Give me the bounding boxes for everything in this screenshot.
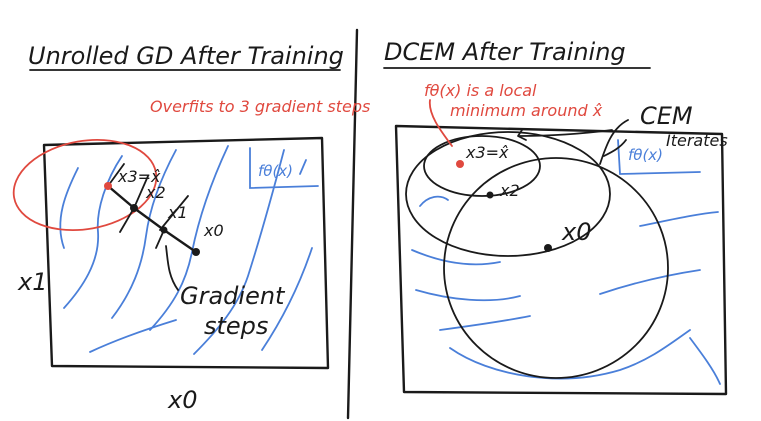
- cem-label-line1: CEM: [640, 102, 693, 130]
- right-func-label: fθ(x): [628, 146, 663, 164]
- cem-ellipse-mid: [405, 131, 611, 257]
- left-plot-frame: [42, 136, 330, 370]
- left-panel: Unrolled GD After Training fθ(x) Overfit…: [12, 42, 370, 414]
- dcem-point-x3: [456, 160, 464, 168]
- left-func-box: [249, 147, 319, 189]
- point-x0: [192, 248, 200, 256]
- cem-ellipse-outer: [443, 157, 669, 379]
- right-title: DCEM After Training: [384, 38, 626, 66]
- axis-x0-label: x0: [167, 386, 197, 414]
- gradient-pointer: [165, 245, 179, 291]
- cem-pointers: [517, 119, 629, 165]
- point-x1: [160, 226, 168, 234]
- local-min-pointer: [428, 99, 453, 147]
- right-plot-frame: [394, 124, 728, 396]
- overfit-ellipse: [12, 139, 158, 231]
- local-min-annotation-line1: fθ(x) is a local: [424, 81, 537, 100]
- right-func-box: [617, 139, 701, 175]
- label-x0: x0: [203, 221, 224, 240]
- cem-label-line2: Iterates: [666, 131, 728, 150]
- point-x3: [104, 182, 112, 190]
- dcem-label-x2: x2: [499, 181, 520, 200]
- gd-trajectory: [104, 163, 200, 256]
- dcem-point-x0: [544, 244, 552, 252]
- label-x1: x1: [167, 203, 188, 222]
- dcem-label-x0: x0: [561, 218, 591, 246]
- local-min-annotation-line2: minimum around x̂: [450, 101, 603, 120]
- right-panel: DCEM After Training fθ(x) CE: [383, 38, 728, 396]
- gradient-label-line1: Gradient: [180, 282, 286, 310]
- cem-ellipse-inner: [423, 135, 541, 197]
- dcem-label-x3: x3=x̂: [465, 143, 509, 162]
- overfit-annotation: Overfits to 3 gradient steps: [150, 97, 370, 116]
- dcem-point-x2: [486, 191, 494, 199]
- panel-divider: [346, 28, 359, 420]
- point-x2: [130, 204, 138, 212]
- label-x2: x2: [145, 183, 166, 202]
- axis-x1-label: x1: [17, 268, 47, 296]
- gradient-label-line2: steps: [204, 312, 268, 340]
- left-func-label: fθ(x): [258, 162, 293, 180]
- right-contours: [411, 195, 721, 385]
- left-title: Unrolled GD After Training: [28, 42, 344, 70]
- label-x3: x3=x̂: [117, 167, 161, 186]
